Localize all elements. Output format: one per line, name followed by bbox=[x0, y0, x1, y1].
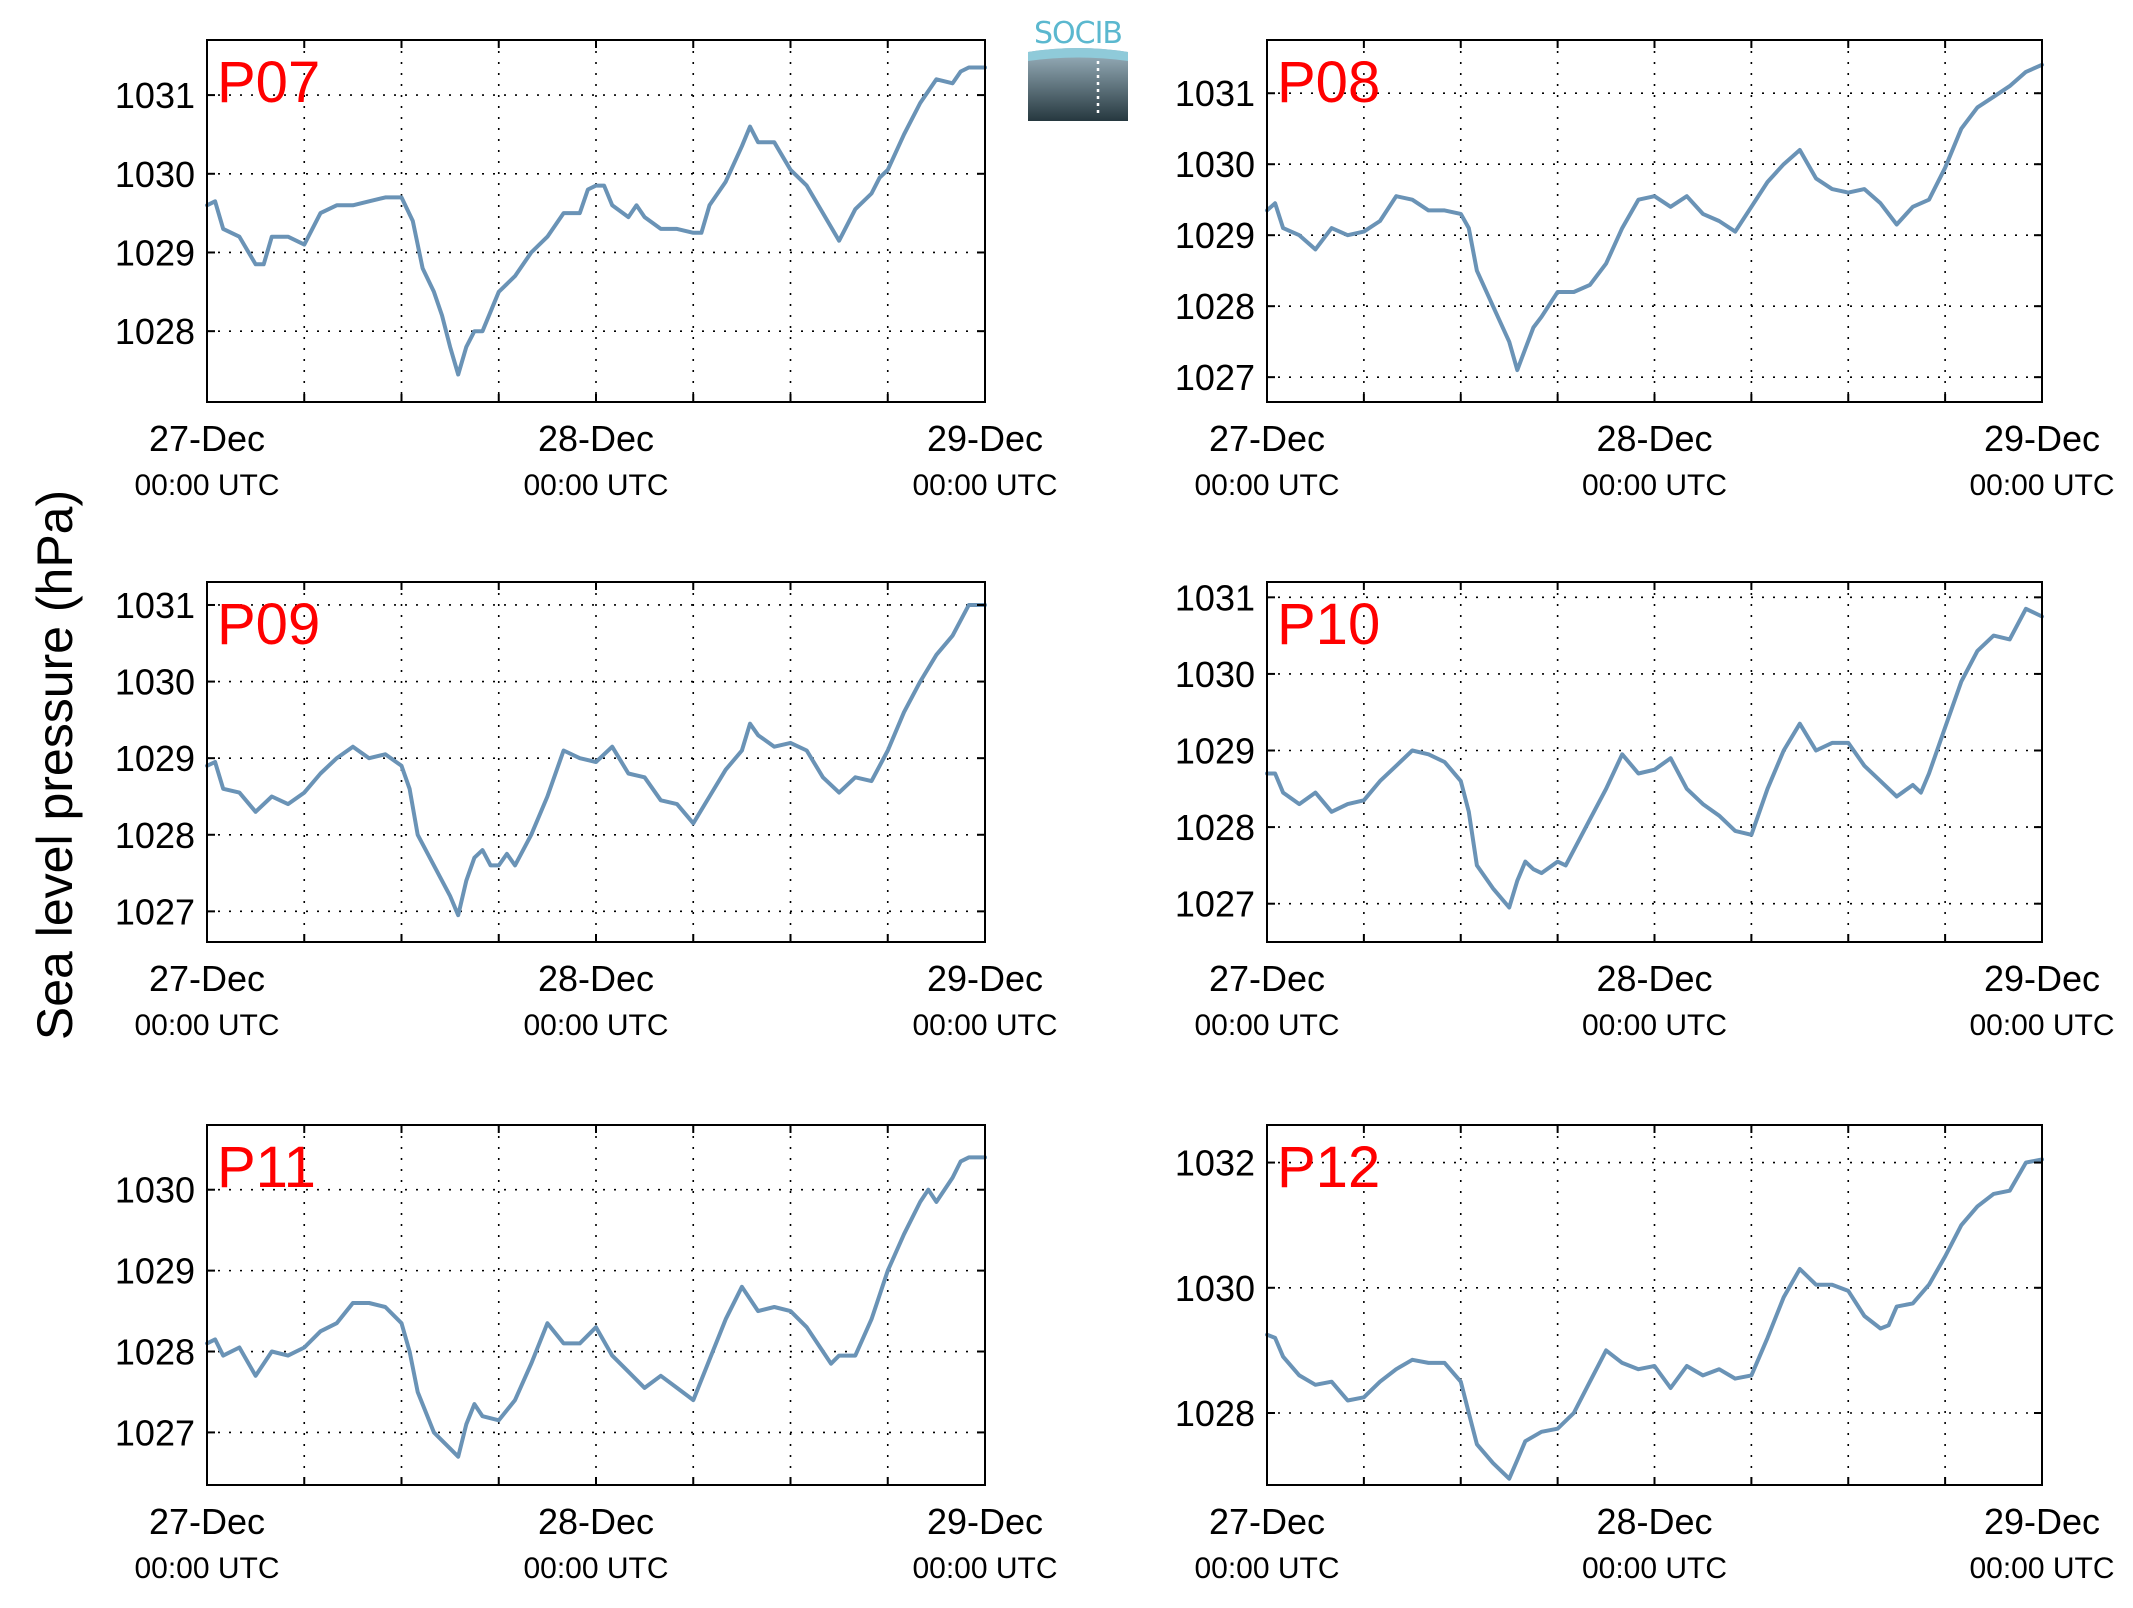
y-tick-label: 1030 bbox=[1175, 1268, 1255, 1309]
y-tick-label: 1030 bbox=[115, 662, 195, 703]
axes-frame bbox=[206, 1124, 986, 1486]
y-tick-label: 1029 bbox=[1175, 731, 1255, 772]
axes-frame bbox=[1266, 39, 2043, 403]
x-tick-time-label: 00:00 UTC bbox=[523, 1009, 668, 1042]
y-tick-label: 1027 bbox=[115, 1412, 195, 1453]
y-axis-label: Sea level pressure (hPa) bbox=[27, 490, 83, 1040]
y-tick-label: 1028 bbox=[1175, 286, 1255, 327]
panels: 1028 1029 1030 1031 27-Dec 00:00 UTC 28-Dec 00:… bbox=[115, 39, 2115, 1585]
x-tick-time-label: 00:00 UTC bbox=[1969, 1009, 2114, 1042]
x-tick-date-label: 28-Dec bbox=[1596, 958, 1712, 999]
y-tick-label: 1031 bbox=[115, 75, 195, 116]
y-tick-label: 1028 bbox=[1175, 1393, 1255, 1434]
x-tick-date-label: 27-Dec bbox=[149, 958, 265, 999]
x-tick-date-label: 27-Dec bbox=[149, 418, 265, 459]
station-label: P07 bbox=[217, 50, 320, 115]
y-tick-label: 1030 bbox=[1175, 144, 1255, 185]
logo-text: SOCIB bbox=[1034, 16, 1122, 51]
axes-frame bbox=[1266, 1124, 2043, 1486]
y-tick-label: 1029 bbox=[115, 1251, 195, 1292]
grid-lines bbox=[207, 40, 985, 402]
grid-lines bbox=[1267, 582, 2042, 942]
x-tick-time-label: 00:00 UTC bbox=[523, 1552, 668, 1585]
x-tick-date-label: 29-Dec bbox=[927, 1501, 1043, 1542]
grid-lines bbox=[1267, 40, 2042, 402]
x-tick-date-label: 29-Dec bbox=[1984, 958, 2100, 999]
y-tick-label: 1031 bbox=[115, 585, 195, 626]
series-line bbox=[205, 603, 987, 918]
x-tick-date-label: 29-Dec bbox=[927, 958, 1043, 999]
panel-p12: 1028 1030 1032 27-Dec 00:00 UTC 28-Dec 00:00 U… bbox=[1175, 1124, 2115, 1585]
grid-lines bbox=[1267, 1125, 2042, 1485]
y-tick-label: 1028 bbox=[115, 815, 195, 856]
panel-p07: 1028 1029 1030 1031 27-Dec 00:00 UTC 28-Dec 00:… bbox=[115, 39, 1058, 502]
x-tick-date-label: 28-Dec bbox=[1596, 418, 1712, 459]
x-tick-date-label: 28-Dec bbox=[538, 1501, 654, 1542]
panel-p11: 1027 1028 1029 1030 27-Dec 00:00 UTC 28-Dec 00:… bbox=[115, 1124, 1058, 1585]
y-tick-label: 1031 bbox=[1175, 577, 1255, 618]
panel-p09: 1027 1028 1029 1030 1031 27-Dec 00:00 UTC 28-De… bbox=[115, 581, 1058, 1042]
y-tick-label: 1027 bbox=[1175, 884, 1255, 925]
x-tick-time-label: 00:00 UTC bbox=[134, 1009, 279, 1042]
station-label: P10 bbox=[1277, 592, 1380, 657]
x-tick-time-label: 00:00 UTC bbox=[134, 1552, 279, 1585]
x-tick-time-label: 00:00 UTC bbox=[134, 469, 279, 502]
x-tick-time-label: 00:00 UTC bbox=[1194, 1009, 1339, 1042]
x-tick-time-label: 00:00 UTC bbox=[1194, 469, 1339, 502]
x-tick-time-label: 00:00 UTC bbox=[1969, 1552, 2114, 1585]
y-tick-label: 1029 bbox=[115, 738, 195, 779]
panel-p08: 1027 1028 1029 1030 1031 27-Dec 00:00 UTC 28-De… bbox=[1175, 39, 2115, 502]
y-tick-label: 1028 bbox=[1175, 807, 1255, 848]
panel-p10: 1027 1028 1029 1030 1031 27-Dec 00:00 UTC 28-De… bbox=[1175, 577, 2115, 1042]
y-tick-label: 1030 bbox=[1175, 654, 1255, 695]
x-tick-time-label: 00:00 UTC bbox=[1582, 1552, 1727, 1585]
y-tick-label: 1029 bbox=[1175, 215, 1255, 256]
y-tick-label: 1028 bbox=[115, 311, 195, 352]
socib-logo: SOCIB bbox=[1028, 16, 1128, 121]
y-tick-label: 1030 bbox=[115, 1170, 195, 1211]
station-label: P09 bbox=[217, 592, 320, 657]
x-tick-time-label: 00:00 UTC bbox=[1582, 469, 1727, 502]
y-tick-label: 1030 bbox=[115, 154, 195, 195]
y-tick-label: 1031 bbox=[1175, 73, 1255, 114]
grid-lines bbox=[207, 1125, 985, 1485]
x-tick-time-label: 00:00 UTC bbox=[523, 469, 668, 502]
x-tick-time-label: 00:00 UTC bbox=[1194, 1552, 1339, 1585]
y-tick-label: 1032 bbox=[1175, 1143, 1255, 1184]
x-tick-date-label: 27-Dec bbox=[1209, 958, 1325, 999]
y-tick-label: 1027 bbox=[1175, 357, 1255, 398]
x-tick-date-label: 29-Dec bbox=[1984, 1501, 2100, 1542]
x-tick-time-label: 00:00 UTC bbox=[912, 1552, 1057, 1585]
series-line bbox=[1265, 606, 2044, 910]
station-label: P08 bbox=[1277, 50, 1380, 115]
x-tick-time-label: 00:00 UTC bbox=[1969, 469, 2114, 502]
y-tick-label: 1029 bbox=[115, 232, 195, 273]
x-tick-date-label: 29-Dec bbox=[927, 418, 1043, 459]
x-tick-time-label: 00:00 UTC bbox=[1582, 1009, 1727, 1042]
x-tick-date-label: 29-Dec bbox=[1984, 418, 2100, 459]
series-line bbox=[1265, 1157, 2044, 1481]
series-line bbox=[205, 65, 987, 377]
x-tick-time-label: 00:00 UTC bbox=[912, 469, 1057, 502]
x-tick-date-label: 28-Dec bbox=[1596, 1501, 1712, 1542]
station-label: P11 bbox=[217, 1135, 316, 1200]
y-tick-label: 1028 bbox=[115, 1332, 195, 1373]
series-line bbox=[205, 1155, 987, 1459]
x-tick-date-label: 27-Dec bbox=[149, 1501, 265, 1542]
x-tick-date-label: 27-Dec bbox=[1209, 1501, 1325, 1542]
x-tick-time-label: 00:00 UTC bbox=[912, 1009, 1057, 1042]
station-label: P12 bbox=[1277, 1135, 1380, 1200]
y-tick-label: 1027 bbox=[115, 891, 195, 932]
axes-frame bbox=[1266, 581, 2043, 943]
x-tick-date-label: 28-Dec bbox=[538, 418, 654, 459]
series-line bbox=[1265, 62, 2044, 373]
x-tick-date-label: 27-Dec bbox=[1209, 418, 1325, 459]
x-tick-date-label: 28-Dec bbox=[538, 958, 654, 999]
